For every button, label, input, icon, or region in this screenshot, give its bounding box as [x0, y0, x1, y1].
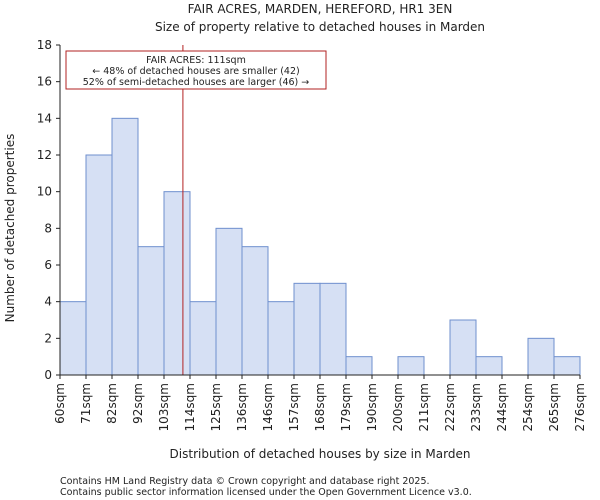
x-tick-label: 254sqm: [521, 383, 535, 431]
y-tick-label: 8: [44, 221, 52, 235]
bar-222sqm: [449, 319, 477, 376]
bar-233sqm: [475, 356, 503, 376]
annotation-line-1: FAIR ACRES: 111sqm: [146, 55, 246, 66]
bar-265sqm: [553, 356, 581, 376]
x-tick-label: 190sqm: [365, 383, 379, 431]
y-axis: 0 2 4 6 8 10 12 14 16 18: [37, 38, 61, 382]
y-tick-label: 12: [37, 148, 52, 162]
annotation-box-frame: [65, 50, 327, 90]
y-tick-label: 16: [37, 75, 52, 89]
x-tick-label: 244sqm: [495, 383, 509, 431]
y-tick-label: 6: [44, 258, 52, 272]
bar-200sqm: [397, 356, 425, 376]
footer-line1: Contains HM Land Registry data © Crown c…: [60, 476, 430, 487]
bar-82sqm: [111, 117, 139, 376]
x-tick-label: 200sqm: [391, 383, 405, 431]
x-tick-label: 233sqm: [469, 383, 483, 431]
bar-136sqm: [241, 246, 269, 376]
bar-146sqm: [267, 301, 295, 376]
x-tick-label: 222sqm: [443, 383, 457, 431]
y-tick-label: 10: [37, 185, 52, 199]
x-axis: 60sqm 71sqm 82sqm 92sqm 103sqm 114sqm 125sqm 13…: [53, 374, 587, 431]
footer-line2: Contains public sector information licen…: [60, 487, 472, 498]
y-axis-label: Number of detached properties: [3, 134, 17, 323]
bar-179sqm: [345, 356, 373, 376]
x-tick-label: 92sqm: [131, 383, 145, 424]
bar-103sqm: [163, 191, 191, 376]
annotation-line-3: 52% of semi-detached houses are larger (…: [83, 77, 310, 88]
x-tick-label: 82sqm: [105, 383, 119, 424]
annotation-line-2: ← 48% of detached houses are smaller (42…: [92, 66, 299, 77]
x-tick-label: 157sqm: [287, 383, 301, 431]
x-tick-label: 114sqm: [183, 383, 197, 431]
bar-60sqm: [59, 301, 87, 376]
annotation-box: FAIR ACRES: 111sqm ← 48% of detached hou…: [65, 50, 327, 90]
x-tick-label: 211sqm: [417, 383, 431, 431]
y-tick-label: 14: [37, 111, 52, 125]
x-tick-label: 179sqm: [339, 383, 353, 431]
x-tick-label: 276sqm: [573, 383, 587, 431]
x-tick-label: 146sqm: [261, 383, 275, 431]
x-tick-label: 103sqm: [157, 383, 171, 431]
y-tick-label: 4: [44, 295, 52, 309]
bars-group: [59, 117, 581, 376]
bar-92sqm: [137, 246, 165, 376]
bar-168sqm: [319, 282, 347, 376]
bar-254sqm: [527, 337, 555, 376]
y-tick-label: 2: [44, 331, 52, 345]
y-tick-label: 18: [37, 38, 52, 52]
bar-114sqm: [189, 301, 217, 376]
chart-title-line1: FAIR ACRES, MARDEN, HEREFORD, HR1 3EN: [188, 2, 453, 16]
x-axis-label: Distribution of detached houses by size …: [170, 447, 471, 461]
x-tick-label: 168sqm: [313, 383, 327, 431]
x-tick-label: 125sqm: [209, 383, 223, 431]
bar-125sqm: [215, 227, 243, 376]
x-tick-label: 136sqm: [235, 383, 249, 431]
bar-157sqm: [293, 282, 321, 376]
bar-71sqm: [85, 154, 113, 376]
x-tick-label: 265sqm: [547, 383, 561, 431]
x-tick-label: 60sqm: [53, 383, 67, 424]
y-tick-label: 0: [44, 368, 52, 382]
chart-title-line2: Size of property relative to detached ho…: [155, 20, 485, 34]
x-tick-label: 71sqm: [79, 383, 93, 424]
